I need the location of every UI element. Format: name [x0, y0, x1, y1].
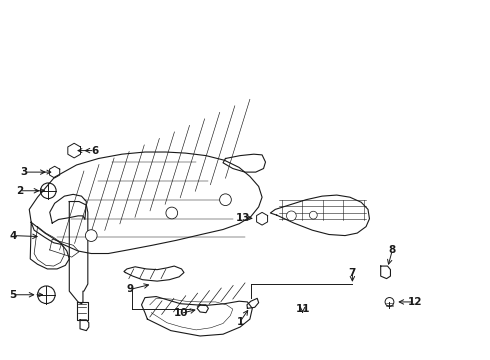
- Text: 7: 7: [349, 267, 356, 278]
- Polygon shape: [270, 195, 369, 235]
- Polygon shape: [30, 222, 69, 269]
- Polygon shape: [124, 266, 184, 281]
- Text: 6: 6: [91, 145, 98, 156]
- Text: 5: 5: [9, 290, 17, 300]
- Circle shape: [85, 230, 97, 242]
- Polygon shape: [142, 297, 252, 336]
- Circle shape: [309, 211, 317, 219]
- Text: 10: 10: [173, 309, 188, 318]
- Text: 2: 2: [16, 186, 23, 196]
- Circle shape: [166, 207, 178, 219]
- Polygon shape: [76, 302, 88, 320]
- Text: 12: 12: [408, 297, 422, 307]
- Polygon shape: [69, 202, 88, 304]
- Circle shape: [287, 211, 296, 221]
- Polygon shape: [50, 194, 86, 223]
- Circle shape: [220, 194, 231, 206]
- Text: 9: 9: [127, 284, 134, 294]
- Text: 13: 13: [236, 213, 251, 222]
- Text: 8: 8: [389, 245, 396, 255]
- Text: 4: 4: [9, 231, 17, 240]
- Text: 11: 11: [295, 304, 310, 314]
- Text: 1: 1: [237, 317, 244, 327]
- Text: 3: 3: [21, 167, 28, 177]
- Polygon shape: [29, 152, 262, 253]
